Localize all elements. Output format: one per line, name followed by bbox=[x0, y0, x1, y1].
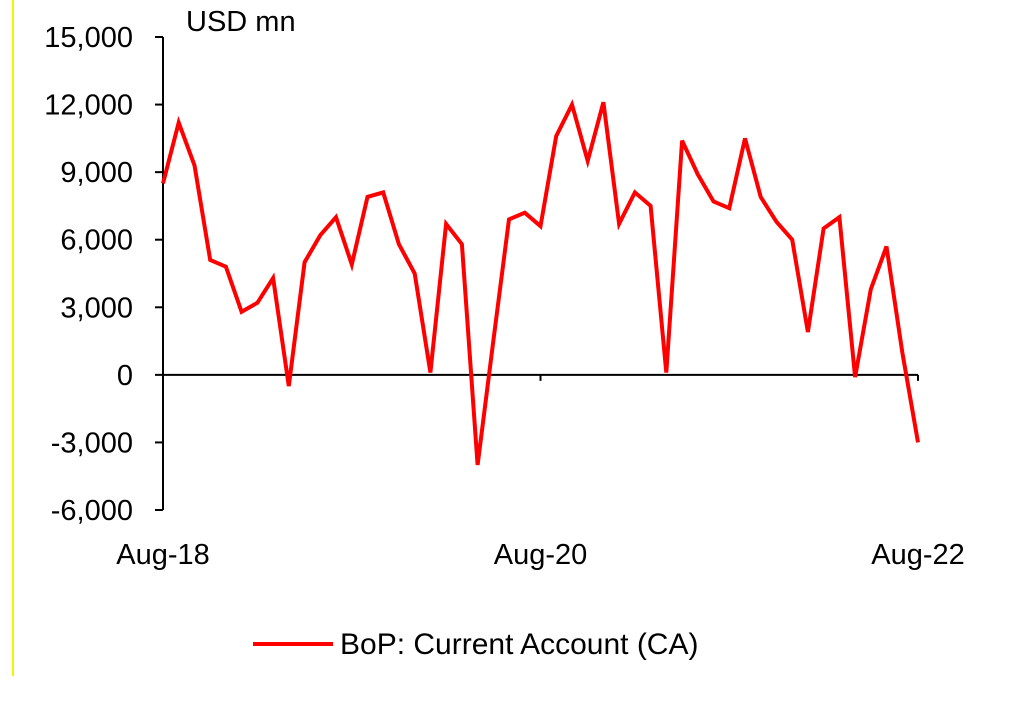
y-tick-label: 3,000 bbox=[60, 292, 133, 324]
legend-label: BoP: Current Account (CA) bbox=[340, 628, 698, 661]
series-line-current-account bbox=[161, 99, 920, 466]
unit-label: USD mn bbox=[186, 6, 296, 38]
y-tick-label: 12,000 bbox=[44, 90, 133, 122]
x-tick-label: Aug-20 bbox=[494, 539, 588, 571]
y-tick-label: 15,000 bbox=[44, 22, 133, 54]
y-axis: 15,000 12,000 9,000 6,000 3,000 0 -3,000 -6,000 bbox=[44, 22, 164, 527]
legend: BoP: Current Account (CA) bbox=[253, 628, 698, 661]
y-tick-label: -3,000 bbox=[51, 427, 133, 459]
x-tick-label: Aug-18 bbox=[116, 539, 210, 571]
y-tick-label: -6,000 bbox=[51, 495, 133, 527]
x-axis: Aug-18 Aug-20 Aug-22 bbox=[116, 373, 965, 571]
y-tick-label: 0 bbox=[117, 360, 133, 392]
x-tick-label: Aug-22 bbox=[871, 539, 965, 571]
y-tick-label: 6,000 bbox=[60, 225, 133, 257]
y-tick-label: 9,000 bbox=[60, 157, 133, 189]
plot-area bbox=[161, 99, 920, 466]
